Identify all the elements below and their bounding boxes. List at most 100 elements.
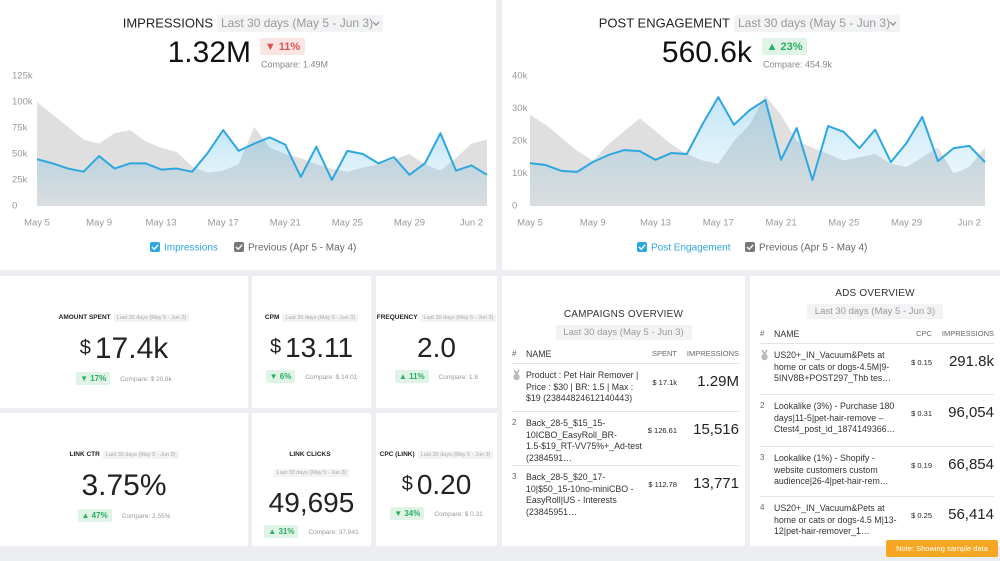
y-tick-label: 75k xyxy=(12,123,28,134)
kpi-period[interactable]: Last 30 days (May 5 - Jun 3) xyxy=(417,451,494,459)
table-title: ADS OVERVIEW xyxy=(835,288,915,299)
kpi-head: CPM Last 30 days (May 5 - Jun 3) xyxy=(252,306,371,324)
kpi-card: CPC (LINK) Last 30 days (May 5 - Jun 3) $0… xyxy=(376,413,497,546)
current-line xyxy=(529,96,986,181)
table-row: US20+_IN_Vacuum&Pets at home or cats or … xyxy=(760,343,994,396)
x-tick-label: May 21 xyxy=(765,218,796,229)
change-value: ▲ 23% xyxy=(767,41,803,53)
kpi-value: 0.20 xyxy=(416,469,472,500)
x-tick-label: May 5 xyxy=(517,218,543,229)
kpi-value-row: $17.4k xyxy=(0,332,248,366)
current-area xyxy=(530,97,985,206)
kpi-head: LINK CLICKS Last 30 days (May 5 - Jun 3) xyxy=(252,443,371,479)
row-cost: $ 0.19 xyxy=(911,461,932,470)
total-value: 560.6k xyxy=(662,36,753,69)
kpi-compare: Compare: $ 14.01 xyxy=(305,374,358,381)
rank-medal xyxy=(512,369,526,416)
legend-checkbox[interactable] xyxy=(234,242,244,252)
table-period[interactable]: Last 30 days (May 5 - Jun 3) xyxy=(807,304,943,319)
period-dropdown[interactable] xyxy=(734,15,900,32)
y-tick-label: 0 xyxy=(12,201,17,212)
row-cost: $ 0.31 xyxy=(911,409,932,418)
kpi-period[interactable]: Last 30 days (May 5 - Jun 3) xyxy=(102,451,179,459)
kpi-compare: Compare: $ 0.31 xyxy=(434,511,483,518)
kpi-currency: $ xyxy=(269,336,282,358)
current-line xyxy=(36,129,488,181)
kpi-title: CPC (LINK) xyxy=(379,451,415,458)
chart-title: POST ENGAGEMENT xyxy=(599,15,730,30)
column-header: # xyxy=(512,349,517,358)
legend-checkbox[interactable] xyxy=(637,242,647,252)
change-badge xyxy=(762,38,807,55)
y-tick-label: 20k xyxy=(512,136,528,147)
kpi-change: ▲ 31% xyxy=(264,525,299,538)
y-tick-label: 100k xyxy=(12,97,33,108)
row-impressions: 1.29M xyxy=(697,373,739,390)
legend-label[interactable]: Impressions xyxy=(164,243,218,254)
change-value: ▼ 11% xyxy=(265,41,301,53)
x-tick-label: May 17 xyxy=(208,218,239,229)
medal-icon xyxy=(761,349,768,361)
legend-label[interactable]: Previous (Apr 5 - May 4) xyxy=(759,243,867,254)
kpi-head: CPC (LINK) Last 30 days (May 5 - Jun 3) xyxy=(376,443,497,461)
chevron xyxy=(889,21,897,26)
x-tick-label: May 13 xyxy=(146,218,177,229)
x-tick-label: May 9 xyxy=(86,218,112,229)
period-dropdown[interactable] xyxy=(217,15,383,32)
kpi-card: LINK CTR Last 30 days (May 5 - Jun 3) 3.75… xyxy=(0,413,248,546)
kpi-value-row: $0.20 xyxy=(376,469,497,501)
row-impressions: 291.8k xyxy=(948,353,994,370)
kpi-currency: $ xyxy=(401,473,413,495)
row-impressions: 66,854 xyxy=(948,456,994,473)
row-name: Back_28-5_$20_17-10|$50_15-10no-miniCBO … xyxy=(526,472,634,517)
check xyxy=(638,244,646,251)
check xyxy=(151,244,159,251)
kpi-head: FREQUENCY Last 30 days (May 5 - Jun 3) xyxy=(376,306,497,324)
y-tick-label: 10k xyxy=(512,168,528,179)
period-label: Last 30 days (May 5 - Jun 3) xyxy=(738,16,890,30)
table-row: 3 Lookalike (1%) - Shopify - website cust… xyxy=(760,446,994,499)
kpi-value-row: 49,695 xyxy=(252,487,371,519)
table-header: # NAME SPENT IMPRESSIONS xyxy=(512,349,739,361)
column-header: CPC xyxy=(916,329,932,338)
kpi-title: AMOUNT SPENT xyxy=(58,314,111,321)
y-tick-label: 25k xyxy=(12,175,28,186)
legend-checkbox[interactable] xyxy=(745,242,755,252)
y-tick-label: 0 xyxy=(512,201,517,212)
kpi-compare: Compare: $ 20.8k xyxy=(120,376,172,383)
table-row: 4 US20+_IN_Vacuum&Pets at home or cats or… xyxy=(760,496,994,546)
kpi-badge-row: ▼ 6% Compare: $ 14.01 xyxy=(252,370,371,383)
row-name: Back_28-5_$15_15-10ICBO_EasyRoll_BR-1.5-… xyxy=(526,418,642,463)
kpi-head: LINK CTR Last 30 days (May 5 - Jun 3) xyxy=(0,443,248,461)
row-impressions: 15,516 xyxy=(693,421,739,438)
kpi-badge-row: ▲ 47% Compare: 2.55% xyxy=(0,509,248,522)
x-tick-label: Jun 2 xyxy=(958,218,981,229)
row-cost: $ 112.78 xyxy=(648,480,677,489)
check xyxy=(746,244,754,251)
rank: 2 xyxy=(760,401,765,410)
impressions-card: IMPRESSIONS Last 30 days (May 5 - Jun 3) 1… xyxy=(0,0,496,270)
table-row: Product : Pet Hair Remover | Price : $30… xyxy=(512,363,739,416)
kpi-badge-row: ▼ 34% Compare: $ 0.31 xyxy=(376,507,497,520)
kpi-currency: $ xyxy=(79,337,91,359)
legend-checkbox[interactable] xyxy=(150,242,160,252)
kpi-value-row: 2.0 xyxy=(376,332,497,364)
table-row: 3 Back_28-5_$20_17-10|$50_15-10no-miniCBO… xyxy=(512,465,739,518)
kpi-value-row: 3.75% xyxy=(0,469,248,503)
kpi-period[interactable]: Last 30 days (May 5 - Jun 3) xyxy=(273,469,350,477)
x-tick-label: May 17 xyxy=(703,218,734,229)
legend-label[interactable]: Post Engagement xyxy=(651,243,731,254)
legend-label[interactable]: Previous (Apr 5 - May 4) xyxy=(248,243,356,254)
chevron xyxy=(372,21,380,26)
x-tick-label: May 25 xyxy=(332,218,363,229)
column-header: NAME xyxy=(774,329,800,339)
kpi-period[interactable]: Last 30 days (May 5 - Jun 3) xyxy=(113,314,190,322)
kpi-period[interactable]: Last 30 days (May 5 - Jun 3) xyxy=(282,314,359,322)
kpi-period[interactable]: Last 30 days (May 5 - Jun 3) xyxy=(420,314,497,322)
table-header: # NAME CPC IMPRESSIONS xyxy=(760,329,994,341)
column-header: NAME xyxy=(526,349,552,359)
rank: 2 xyxy=(512,418,517,427)
table-period[interactable]: Last 30 days (May 5 - Jun 3) xyxy=(555,325,692,340)
kpi-compare: Compare: 1.8 xyxy=(438,374,479,381)
